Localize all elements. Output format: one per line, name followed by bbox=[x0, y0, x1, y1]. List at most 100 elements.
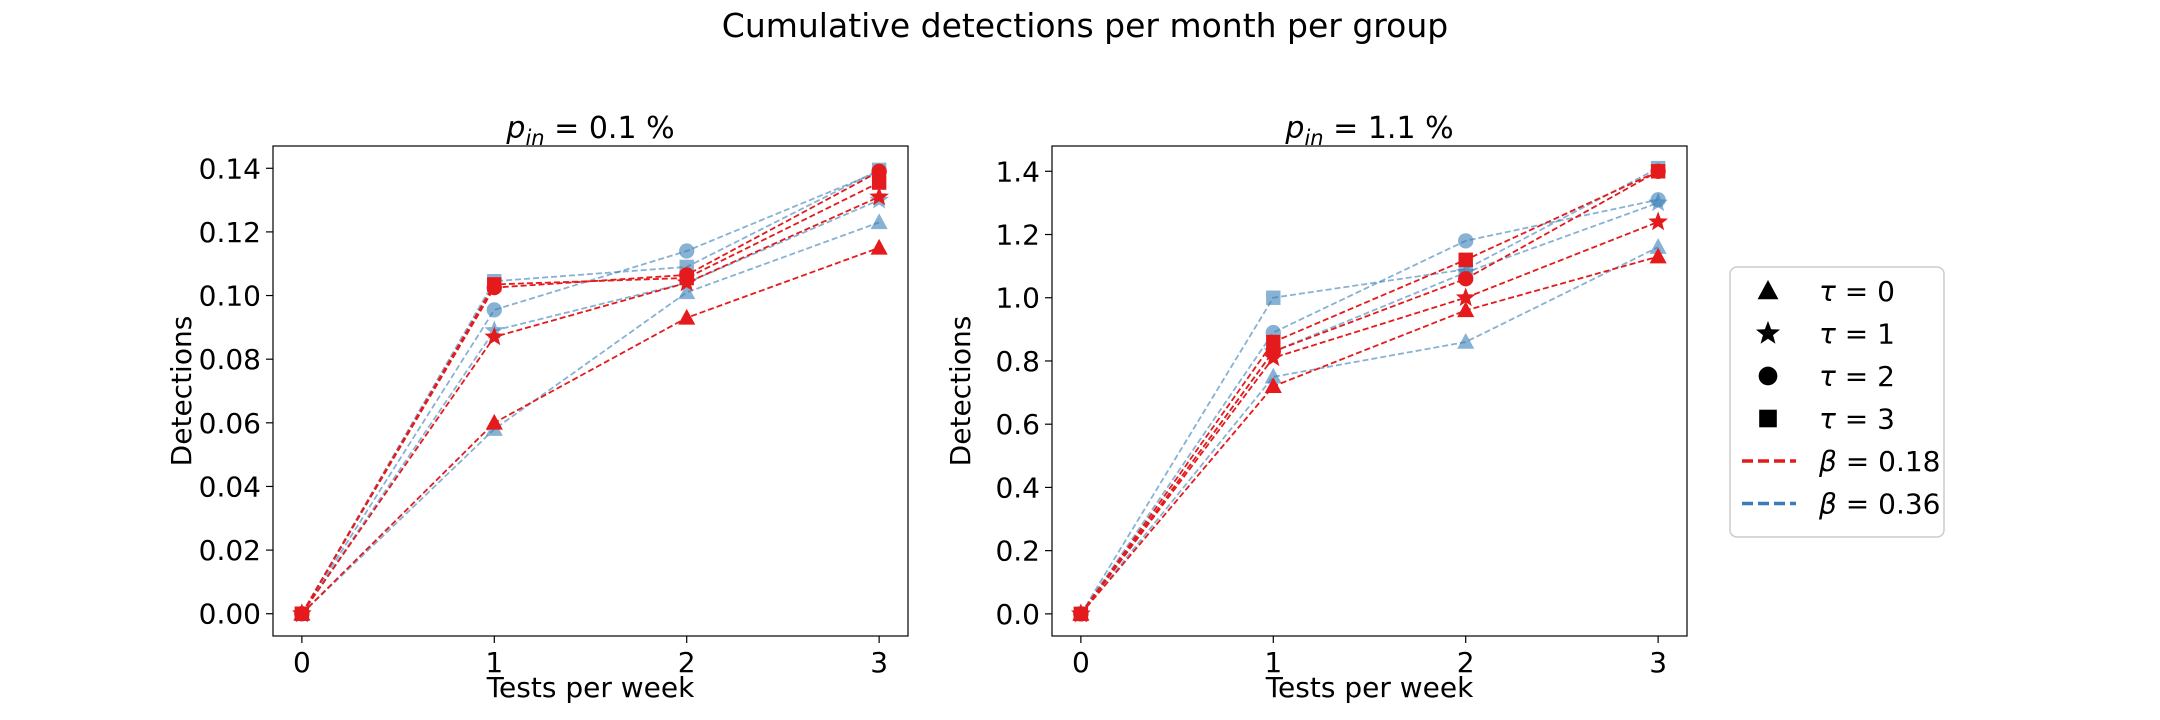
data-point bbox=[487, 277, 502, 292]
legend-marker bbox=[1755, 320, 1781, 344]
y-tick-label: 1.2 bbox=[995, 219, 1040, 252]
y-tick-label: 0.12 bbox=[199, 216, 261, 249]
x-tick-label: 3 bbox=[870, 646, 888, 679]
data-point bbox=[1458, 271, 1474, 287]
series-beta-0.36-tau-0 bbox=[1072, 238, 1667, 621]
legend-label: β = 0.36 bbox=[1818, 488, 1940, 521]
y-tick-label: 0.8 bbox=[995, 345, 1040, 378]
legend-frame bbox=[1729, 266, 1945, 538]
data-point bbox=[1264, 377, 1282, 394]
legend-item-beta-0: β = 0.18 bbox=[1742, 445, 1940, 478]
series-line bbox=[301, 196, 880, 615]
chart-panel-right: pin = 1.1 % 0 1 2 3 0.0 0.2 0.4 0.6 0.8 1.0 1.2 1.4 T… bbox=[944, 111, 1688, 704]
legend-label: β = 0.18 bbox=[1818, 445, 1940, 478]
legend-item-tau-1: τ = 1 bbox=[1755, 318, 1895, 351]
data-point bbox=[869, 186, 889, 206]
data-point bbox=[294, 606, 310, 621]
data-point bbox=[678, 283, 696, 300]
series-line bbox=[1080, 167, 1659, 615]
y-tick-label: 0.02 bbox=[199, 534, 261, 567]
plot-frame bbox=[1051, 145, 1688, 637]
series-beta-0.36-tau-3 bbox=[294, 162, 887, 621]
plot-frame bbox=[272, 145, 909, 637]
legend-item-tau-2: τ = 2 bbox=[1758, 360, 1895, 393]
legend-item-tau-3: τ = 3 bbox=[1759, 403, 1895, 436]
x-tick-label: 2 bbox=[1457, 646, 1475, 679]
y-axis-label: Detections bbox=[165, 316, 198, 467]
data-point bbox=[870, 213, 888, 230]
y-tick-label: 0.04 bbox=[199, 470, 261, 503]
x-tick-label: 1 bbox=[485, 646, 503, 679]
series-line bbox=[1080, 221, 1659, 615]
figure-title: Cumulative detections per month per grou… bbox=[722, 6, 1448, 45]
series-line bbox=[1080, 255, 1659, 615]
legend-label: τ = 0 bbox=[1819, 275, 1895, 308]
y-tick-label: 1.0 bbox=[995, 282, 1040, 315]
data-point bbox=[1264, 367, 1282, 384]
chart-title: pin = 1.1 % bbox=[1284, 111, 1453, 150]
data-point bbox=[1073, 606, 1089, 622]
data-point bbox=[1455, 287, 1476, 307]
chart-title: pin = 0.1 % bbox=[505, 111, 674, 150]
legend-label: τ = 1 bbox=[1819, 318, 1895, 351]
data-point bbox=[1266, 290, 1281, 305]
series-line bbox=[301, 181, 880, 615]
legend-label: τ = 3 bbox=[1819, 403, 1895, 436]
data-point bbox=[1649, 238, 1667, 254]
series-beta-0.18-tau-0 bbox=[293, 238, 888, 621]
series-beta-0.18-tau-1 bbox=[1071, 211, 1668, 623]
x-tick-label: 3 bbox=[1649, 646, 1667, 679]
data-point bbox=[1650, 192, 1666, 208]
series-beta-0.36-tau-1 bbox=[1071, 192, 1668, 623]
series-line bbox=[301, 246, 880, 615]
y-axis-label: Detections bbox=[944, 316, 977, 467]
data-point bbox=[679, 270, 694, 286]
y-tick-label: 0.6 bbox=[995, 408, 1040, 441]
data-point bbox=[486, 302, 502, 318]
data-point bbox=[870, 238, 888, 255]
x-tick-label: 0 bbox=[1072, 646, 1090, 679]
legend-marker bbox=[1758, 366, 1778, 386]
data-point bbox=[484, 326, 505, 346]
x-tick-label: 0 bbox=[293, 646, 311, 679]
legend: τ = 0 τ = 1 τ = 2 τ = 3 β = 0.18 β = 0.36 bbox=[1729, 266, 1945, 538]
series-line bbox=[1080, 170, 1659, 615]
data-point bbox=[871, 175, 887, 190]
data-point bbox=[678, 308, 696, 325]
y-tick-label: 0.10 bbox=[199, 280, 261, 313]
y-tick-label: 0.08 bbox=[199, 343, 261, 376]
y-tick-label: 0.0 bbox=[995, 598, 1040, 631]
series-line bbox=[1080, 198, 1659, 615]
series-line bbox=[1080, 170, 1659, 615]
x-tick-label: 2 bbox=[678, 646, 696, 679]
y-tick-label: 0.06 bbox=[199, 407, 261, 440]
series-line bbox=[301, 170, 880, 615]
chart-panel-left: pin = 0.1 % 0 1 2 3 0.00 0.02 0.04 0.06 0.08 0.10 0… bbox=[165, 111, 909, 704]
legend-label: τ = 2 bbox=[1819, 360, 1895, 393]
y-tick-label: 0.14 bbox=[199, 152, 261, 185]
legend-item-tau-0: τ = 0 bbox=[1757, 275, 1895, 308]
series-line bbox=[1080, 202, 1659, 615]
data-point bbox=[1457, 333, 1475, 349]
x-tick-label: 1 bbox=[1264, 646, 1282, 679]
series-beta-0.36-tau-3 bbox=[1073, 160, 1666, 622]
data-point bbox=[1648, 211, 1668, 231]
data-point bbox=[871, 163, 887, 180]
series-line bbox=[1080, 246, 1659, 615]
series-beta-0.18-tau-3 bbox=[1073, 164, 1666, 622]
y-tick-label: 0.00 bbox=[199, 598, 261, 631]
y-tick-label: 1.4 bbox=[995, 155, 1040, 188]
data-point bbox=[1457, 301, 1475, 318]
y-tick-label: 0.2 bbox=[995, 535, 1040, 568]
data-point bbox=[1458, 233, 1474, 249]
x-axis-label: Tests per week bbox=[486, 671, 695, 704]
data-point bbox=[679, 243, 695, 259]
x-axis-label: Tests per week bbox=[1265, 671, 1474, 704]
legend-marker bbox=[1757, 280, 1779, 300]
legend-item-beta-1: β = 0.36 bbox=[1742, 488, 1940, 521]
series-beta-0.36-tau-1 bbox=[292, 189, 889, 623]
data-point bbox=[1649, 247, 1667, 264]
data-point bbox=[1650, 164, 1666, 179]
data-point bbox=[1458, 252, 1473, 268]
